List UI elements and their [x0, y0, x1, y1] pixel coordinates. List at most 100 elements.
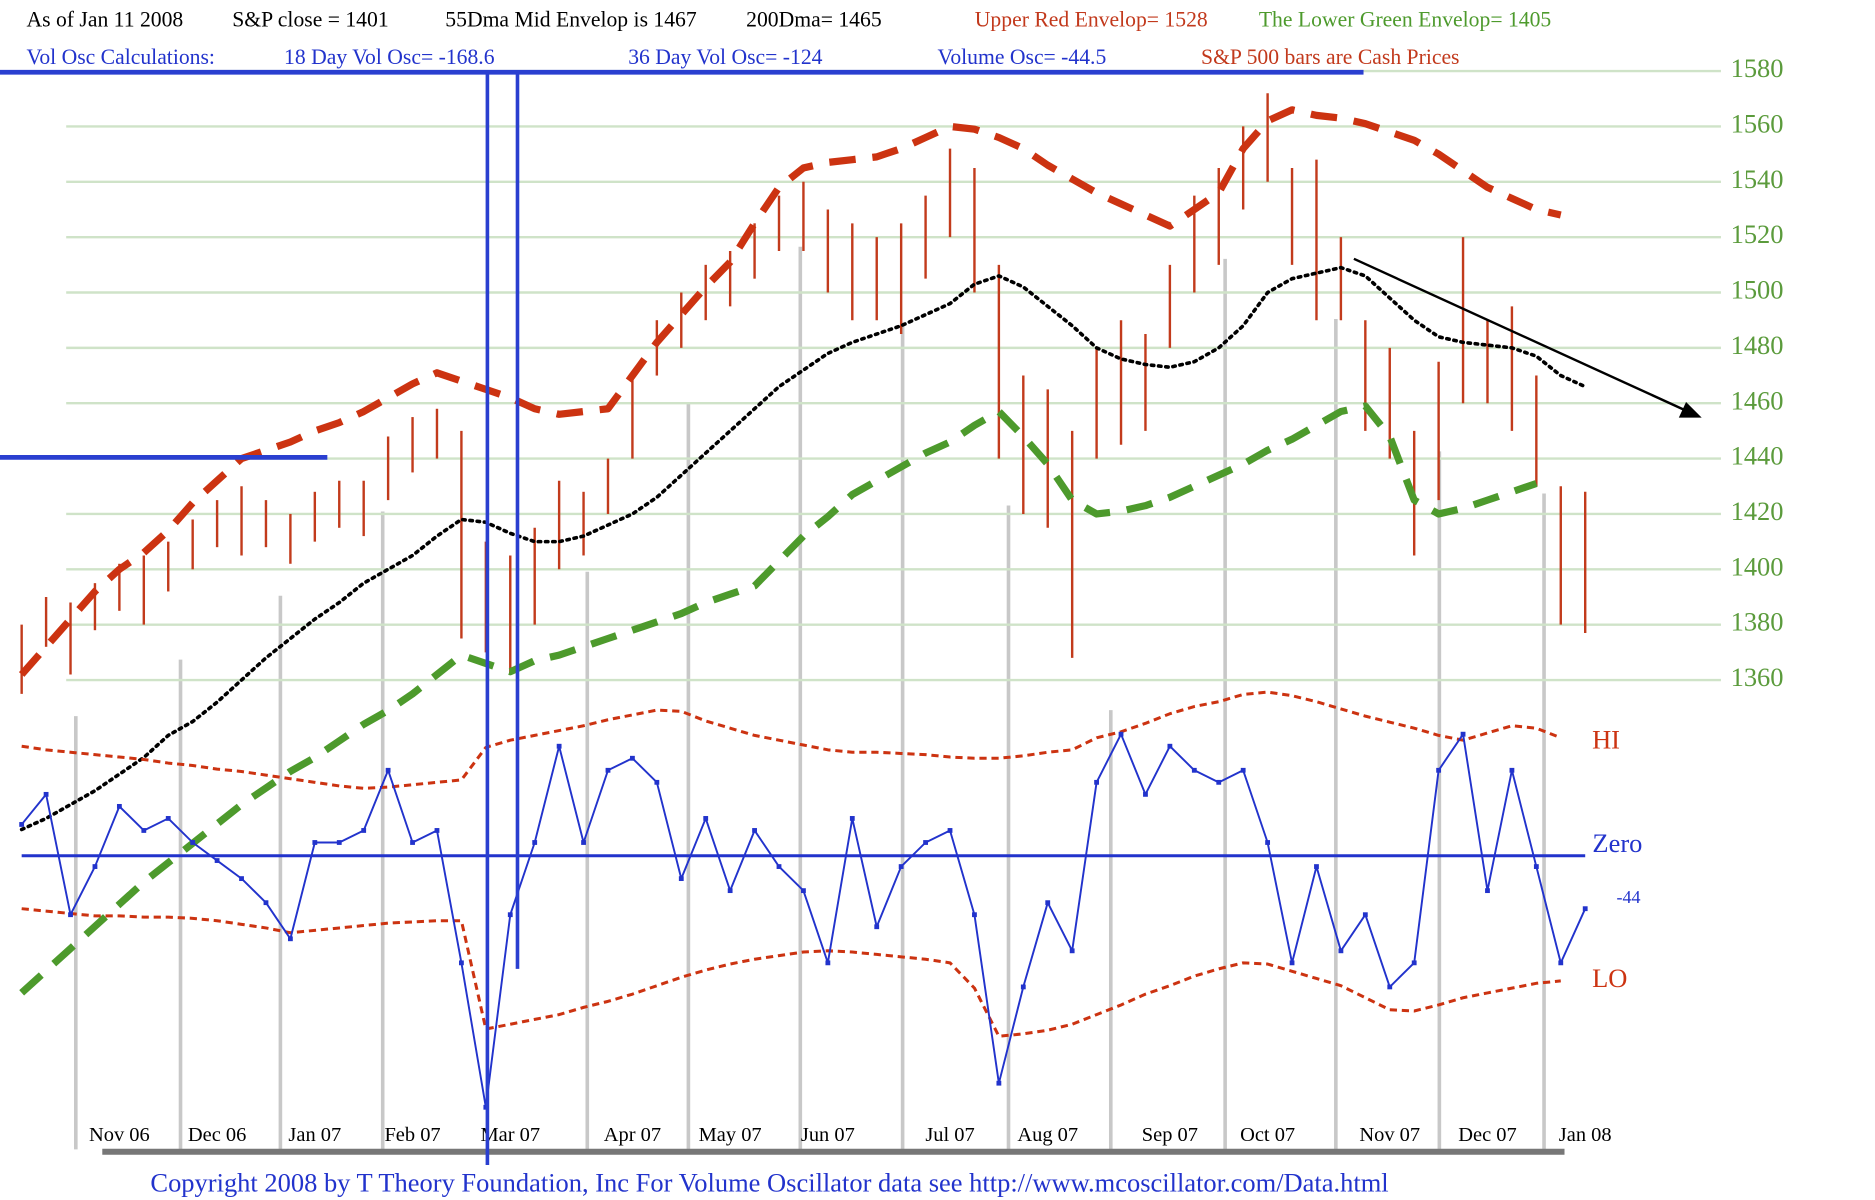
oscillator-point: [1191, 767, 1197, 773]
oscillator-point: [1069, 948, 1075, 954]
oscillator-point: [68, 912, 73, 918]
oscillator-point: [1314, 864, 1319, 869]
oscillator-point: [239, 876, 244, 882]
oscillator-point: [703, 816, 709, 821]
oscillator-point: [996, 1080, 1002, 1086]
header-text: 200Dma= 1465: [746, 8, 882, 32]
y-tick-label: 1560: [1731, 109, 1784, 139]
oscillator-point: [434, 828, 440, 833]
y-tick-label: 1480: [1731, 330, 1784, 360]
oscillator-point: [141, 828, 147, 833]
x-tick-label: Mar 07: [480, 1124, 540, 1146]
x-tick-label: Aug 07: [1017, 1124, 1078, 1146]
header-text: S&P close = 1401: [232, 8, 388, 32]
x-tick-label: Jan 08: [1559, 1124, 1612, 1146]
oscillator-point: [1509, 767, 1515, 773]
band-label: HI: [1592, 725, 1620, 755]
header-text: Volume Osc= -44.5: [938, 45, 1107, 69]
oscillator-point: [1265, 840, 1271, 845]
oscillator-point: [1338, 948, 1344, 954]
header-text: The Lower Green Envelop= 1405: [1259, 8, 1551, 32]
oscillator-point: [19, 822, 25, 827]
oscillator-point: [801, 888, 806, 894]
oscillator-point: [947, 828, 953, 833]
oscillator-point: [727, 888, 733, 894]
y-tick-label: 1380: [1731, 607, 1784, 637]
oscillator-line: [20, 733, 1587, 1109]
oscillator-point: [1460, 731, 1466, 737]
oscillator-point: [678, 876, 684, 882]
plot: 1360 1380 1400 1420 1440 1460 1480 1500 1520 1540…: [18, 53, 1784, 1146]
oscillator-point: [752, 828, 757, 833]
oscillator-point: [1436, 767, 1442, 773]
x-tick-label: May 07: [699, 1124, 762, 1146]
x-tick-label: Dec 07: [1458, 1124, 1516, 1146]
header-text: S&P 500 bars are Cash Prices: [1201, 45, 1459, 69]
y-tick-label: 1460: [1731, 385, 1784, 415]
zero-label: Zero: [1592, 828, 1642, 858]
oscillator-point: [116, 803, 122, 809]
y-tick-label: 1400: [1731, 551, 1784, 581]
oscillator-point: [92, 864, 98, 869]
oscillator-point: [214, 858, 220, 863]
oscillator-point: [1362, 912, 1368, 918]
oscillator-point: [1387, 984, 1393, 990]
x-tick-label: Sep 07: [1142, 1124, 1198, 1146]
x-tick-label: Dec 06: [188, 1124, 246, 1146]
oscillator-point: [1582, 906, 1588, 912]
oscillator-point: [898, 864, 904, 869]
oscillator-point: [1045, 900, 1051, 906]
y-tick-label: 1580: [1731, 53, 1784, 83]
footer: Copyright 2008 by T Theory Foundation, I…: [150, 1168, 1388, 1198]
oscillator-point: [923, 840, 928, 845]
x-tick-label: Oct 07: [1240, 1124, 1295, 1146]
oscillator-point: [1094, 779, 1100, 785]
oscillator-point: [507, 912, 513, 918]
trend-line: [1353, 257, 1692, 414]
oscillator-point: [1167, 743, 1173, 749]
oscillator-point: [972, 912, 977, 918]
oscillator-point: [361, 828, 367, 833]
oscillator-point: [336, 840, 342, 845]
header-text: Upper Red Envelop= 1528: [975, 8, 1208, 32]
oscillator-point: [825, 960, 831, 966]
oscillator-point: [1411, 960, 1417, 966]
oscillator-point: [1485, 888, 1490, 894]
band-label: LO: [1592, 963, 1627, 993]
y-tick-label: 1540: [1731, 164, 1784, 194]
oscillator-point: [1289, 960, 1295, 966]
x-tick-label: Jan 07: [288, 1124, 341, 1146]
oscillator-point: [849, 816, 855, 821]
value-label: -44: [1616, 887, 1640, 907]
oscillator-point: [581, 840, 586, 845]
oscillator-point: [556, 743, 562, 749]
oscillator-point: [1143, 791, 1148, 797]
y-tick-label: 1500: [1731, 275, 1784, 305]
oscillator-point: [1118, 731, 1124, 737]
oscillator-point: [263, 900, 269, 906]
oscillator-point: [1558, 960, 1564, 966]
oscillator-point: [1533, 864, 1539, 869]
oscillator-point: [43, 791, 49, 797]
oscillator-point: [605, 767, 611, 773]
x-tick-label: Nov 07: [1359, 1124, 1420, 1146]
oscillator-point: [312, 840, 318, 845]
oscillator-point: [532, 840, 538, 845]
trend-arrow: [1678, 402, 1702, 418]
oscillator-point: [776, 864, 782, 869]
oscillator-point: [1020, 984, 1026, 990]
header-text: 36 Day Vol Osc= -124: [628, 45, 822, 69]
band-line: [21, 907, 1561, 1038]
envelope-line: [18, 106, 1562, 677]
oscillator-point: [459, 960, 464, 966]
oscillator-point: [630, 755, 635, 761]
x-tick-label: Jul 07: [925, 1124, 974, 1146]
y-tick-label: 1360: [1731, 662, 1784, 692]
envelope-line: [19, 265, 1588, 832]
y-tick-label: 1440: [1731, 441, 1784, 471]
oscillator-point: [287, 936, 293, 942]
x-tick-label: Jun 07: [801, 1124, 855, 1146]
oscillator-point: [165, 816, 171, 821]
header-text: 55Dma Mid Envelop is 1467: [445, 8, 697, 32]
